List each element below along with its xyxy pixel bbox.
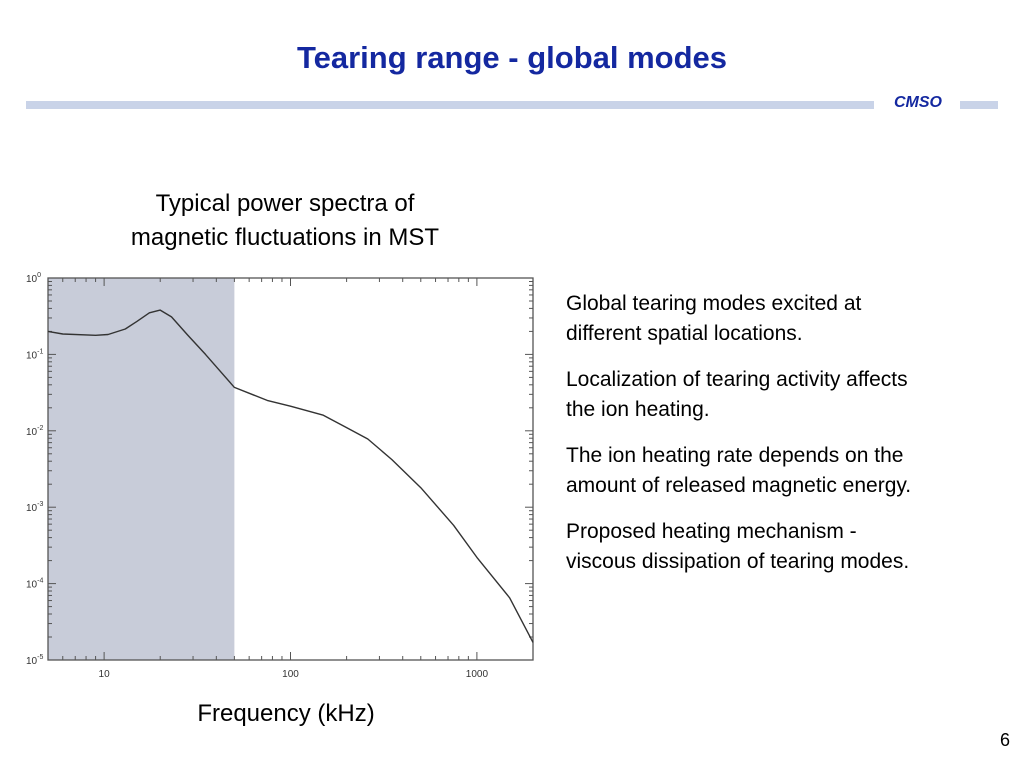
bullet-line: amount of released magnetic energy. <box>566 474 912 497</box>
y-tick-label: 10-1 <box>26 348 43 361</box>
x-tick-label: 1000 <box>466 669 489 680</box>
y-tick-label: 10-4 <box>26 578 43 591</box>
y-tick-label: 10-5 <box>26 654 43 667</box>
chart-caption: Typical power spectra of magnetic fluctu… <box>60 187 510 255</box>
y-tick-label: 10-2 <box>26 425 43 438</box>
x-axis-label: Frequency (kHz) <box>197 700 375 727</box>
brand-label: CMSO <box>894 94 942 111</box>
chart-caption-line-1: Typical power spectra of <box>155 190 415 217</box>
bullet-line: viscous dissipation of tearing modes. <box>566 550 910 573</box>
page-number: 6 <box>999 730 1010 750</box>
series-line <box>47 309 534 643</box>
x-tick-label: 100 <box>282 669 299 680</box>
bullet-line: Proposed heating mechanism - <box>566 520 857 543</box>
bullet-line: Global tearing modes excited at <box>566 292 862 315</box>
x-tick-label: 10 <box>99 669 111 680</box>
bullet-list: Global tearing modes excited at differen… <box>566 289 1006 593</box>
bullet-item: Localization of tearing activity affects… <box>566 365 1006 425</box>
bullet-item: The ion heating rate depends on the amou… <box>566 441 1006 501</box>
y-tick-label: 10-3 <box>26 501 43 514</box>
header-rule-right <box>960 101 998 109</box>
bullet-item: Global tearing modes excited at differen… <box>566 289 1006 349</box>
bullet-line: Localization of tearing activity affects <box>566 368 908 391</box>
header-rule-left <box>26 101 874 109</box>
bullet-line: The ion heating rate depends on the <box>566 444 904 467</box>
shaded-region <box>48 278 235 660</box>
bullet-item: Proposed heating mechanism - viscous dis… <box>566 517 1006 577</box>
y-tick-label: 100 <box>26 272 41 285</box>
chart-caption-line-2: magnetic fluctuations in MST <box>130 224 440 251</box>
slide-title: Tearing range - global modes <box>296 40 728 75</box>
bullet-line: different spatial locations. <box>566 322 803 345</box>
bullet-line: the ion heating. <box>566 398 710 421</box>
